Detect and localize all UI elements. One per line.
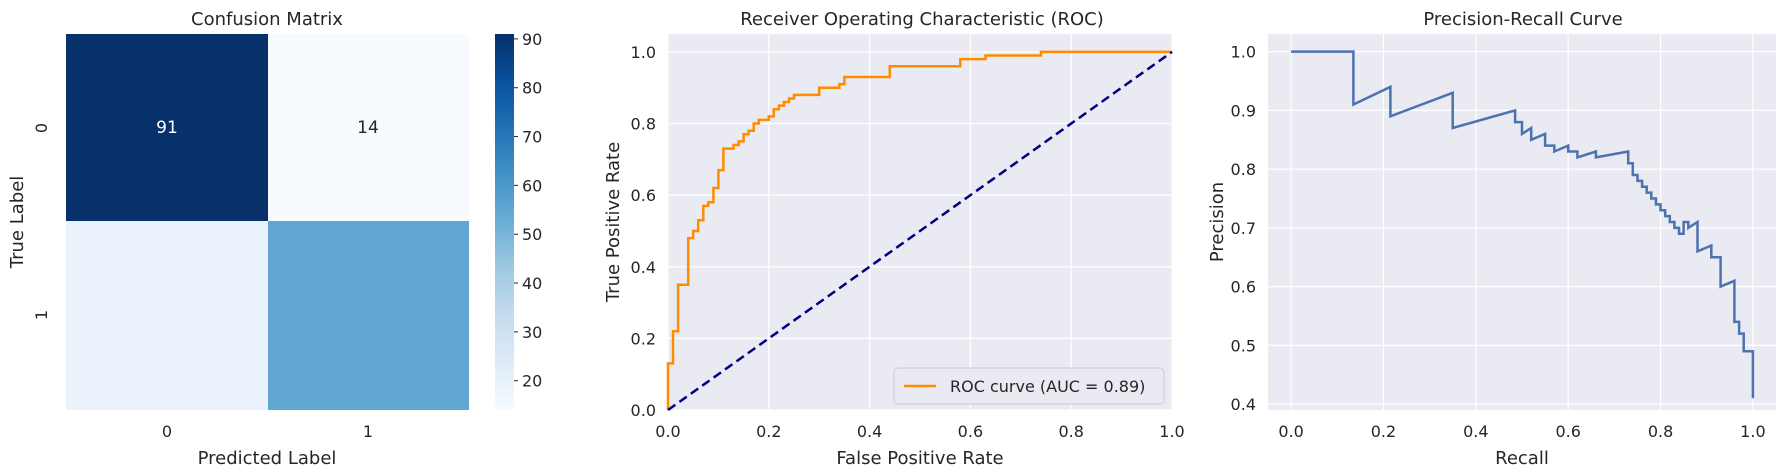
cm-annotation-0-0: 91 bbox=[156, 118, 178, 138]
pr-xtick-label: 0.6 bbox=[1555, 422, 1580, 441]
roc-series-line-0 bbox=[666, 50, 1172, 410]
pr-ytick-label: 0.5 bbox=[1231, 336, 1256, 355]
pr-series-line-0 bbox=[1291, 50, 1755, 399]
pr-ticks: 0.0 0.2 0.4 0.6 0.8 1.0 0.4 0.5 0.6 0.7 0.8 0.9 1.0 bbox=[1231, 43, 1766, 441]
roc-xtick-label: 1.0 bbox=[1159, 422, 1184, 441]
roc-title: Receiver Operating Characteristic (ROC) bbox=[740, 9, 1104, 30]
roc-ytick-label: 0.2 bbox=[631, 329, 656, 348]
roc-ytick-label: 1.0 bbox=[631, 43, 656, 62]
roc-grid bbox=[667, 34, 1173, 411]
colorbar bbox=[495, 34, 514, 410]
cm-ytick-1: 1 bbox=[32, 310, 51, 320]
colorbar-tick-label: 70 bbox=[522, 128, 542, 147]
pr-ytick-label: 0.9 bbox=[1231, 101, 1256, 120]
cm-xlabel: Predicted Label bbox=[198, 448, 337, 469]
roc-xtick-label: 0.2 bbox=[756, 422, 781, 441]
roc-ticks: 0.0 0.2 0.4 0.6 0.8 1.0 0.0 0.2 0.4 0.6 0.8 1.0 bbox=[631, 43, 1185, 441]
pr-plot-area bbox=[1268, 34, 1776, 410]
roc-xtick-label: 0.8 bbox=[1058, 422, 1083, 441]
pr-ylabel: Precision bbox=[1207, 182, 1228, 262]
cm-cell-1-1 bbox=[268, 221, 469, 410]
cm-ytick-0: 0 bbox=[32, 123, 51, 133]
roc-xlabel: False Positive Rate bbox=[836, 448, 1003, 469]
cm-annotation-0-1: 14 bbox=[357, 118, 379, 138]
roc-ytick-label: 0.0 bbox=[631, 401, 656, 420]
cm-xtick-1: 1 bbox=[363, 422, 373, 441]
pr-xtick-label: 0.4 bbox=[1463, 422, 1488, 441]
roc-lines bbox=[666, 50, 1173, 412]
pr-title: Precision-Recall Curve bbox=[1423, 9, 1622, 30]
colorbar-tick-label: 30 bbox=[522, 323, 542, 342]
cm-ylabel: True Label bbox=[7, 176, 28, 270]
roc-xtick-label: 0.0 bbox=[655, 422, 680, 441]
roc-plot-area bbox=[668, 34, 1172, 410]
roc-legend-label: ROC curve (AUC = 0.89) bbox=[950, 377, 1145, 396]
pr-xlabel: Recall bbox=[1495, 448, 1549, 469]
confusion-matrix-title: Confusion Matrix bbox=[191, 9, 343, 30]
roc-ytick-label: 0.4 bbox=[631, 258, 656, 277]
pr-lines bbox=[1291, 50, 1755, 399]
pr-ytick-label: 0.8 bbox=[1231, 160, 1256, 179]
pr-xtick-label: 1.0 bbox=[1740, 422, 1765, 441]
roc-xtick-label: 0.4 bbox=[857, 422, 882, 441]
cm-xtick-0: 0 bbox=[162, 422, 172, 441]
pr-ytick-label: 0.4 bbox=[1231, 395, 1256, 414]
pr-ytick-label: 0.6 bbox=[1231, 278, 1256, 297]
cm-cell-0-0 bbox=[66, 34, 268, 221]
roc-xtick-label: 0.6 bbox=[958, 422, 983, 441]
colorbar-tick-label: 90 bbox=[522, 30, 542, 49]
pr-xtick-label: 0.8 bbox=[1648, 422, 1673, 441]
roc-legend-box bbox=[893, 367, 1165, 405]
colorbar-tick-label: 20 bbox=[522, 372, 542, 391]
colorbar-tick-label: 80 bbox=[522, 79, 542, 98]
pr-grid bbox=[1268, 34, 1776, 410]
pr-xtick-label: 0.2 bbox=[1371, 422, 1396, 441]
roc-ytick-label: 0.8 bbox=[631, 115, 656, 134]
confusion-matrix-panel: Confusion Matrix 91 14 0 1 0 1 Predicted… bbox=[7, 9, 542, 469]
colorbar-tick-label: 40 bbox=[522, 274, 542, 293]
colorbar-tick-label: 60 bbox=[522, 176, 542, 195]
pr-xtick-label: 0.0 bbox=[1278, 422, 1303, 441]
pr-ytick-label: 0.7 bbox=[1231, 219, 1256, 238]
pr-panel: Precision-Recall Curve 0.0 0.2 0.4 0.6 0.8 1.… bbox=[1207, 9, 1776, 469]
roc-ytick-label: 0.6 bbox=[631, 186, 656, 205]
roc-ylabel: True Positive Rate bbox=[603, 142, 624, 303]
colorbar-tick-label: 50 bbox=[522, 225, 542, 244]
roc-series-line-1 bbox=[667, 50, 1173, 412]
roc-panel: Receiver Operating Characteristic (ROC) … bbox=[603, 9, 1185, 469]
pr-ytick-label: 1.0 bbox=[1231, 43, 1256, 62]
colorbar-ticks: 20 30 40 50 60 70 80 90 bbox=[514, 30, 542, 391]
cm-cell-0-1 bbox=[268, 34, 469, 221]
cm-cell-1-0 bbox=[66, 221, 268, 410]
roc-legend: ROC curve (AUC = 0.89) bbox=[893, 367, 1165, 405]
